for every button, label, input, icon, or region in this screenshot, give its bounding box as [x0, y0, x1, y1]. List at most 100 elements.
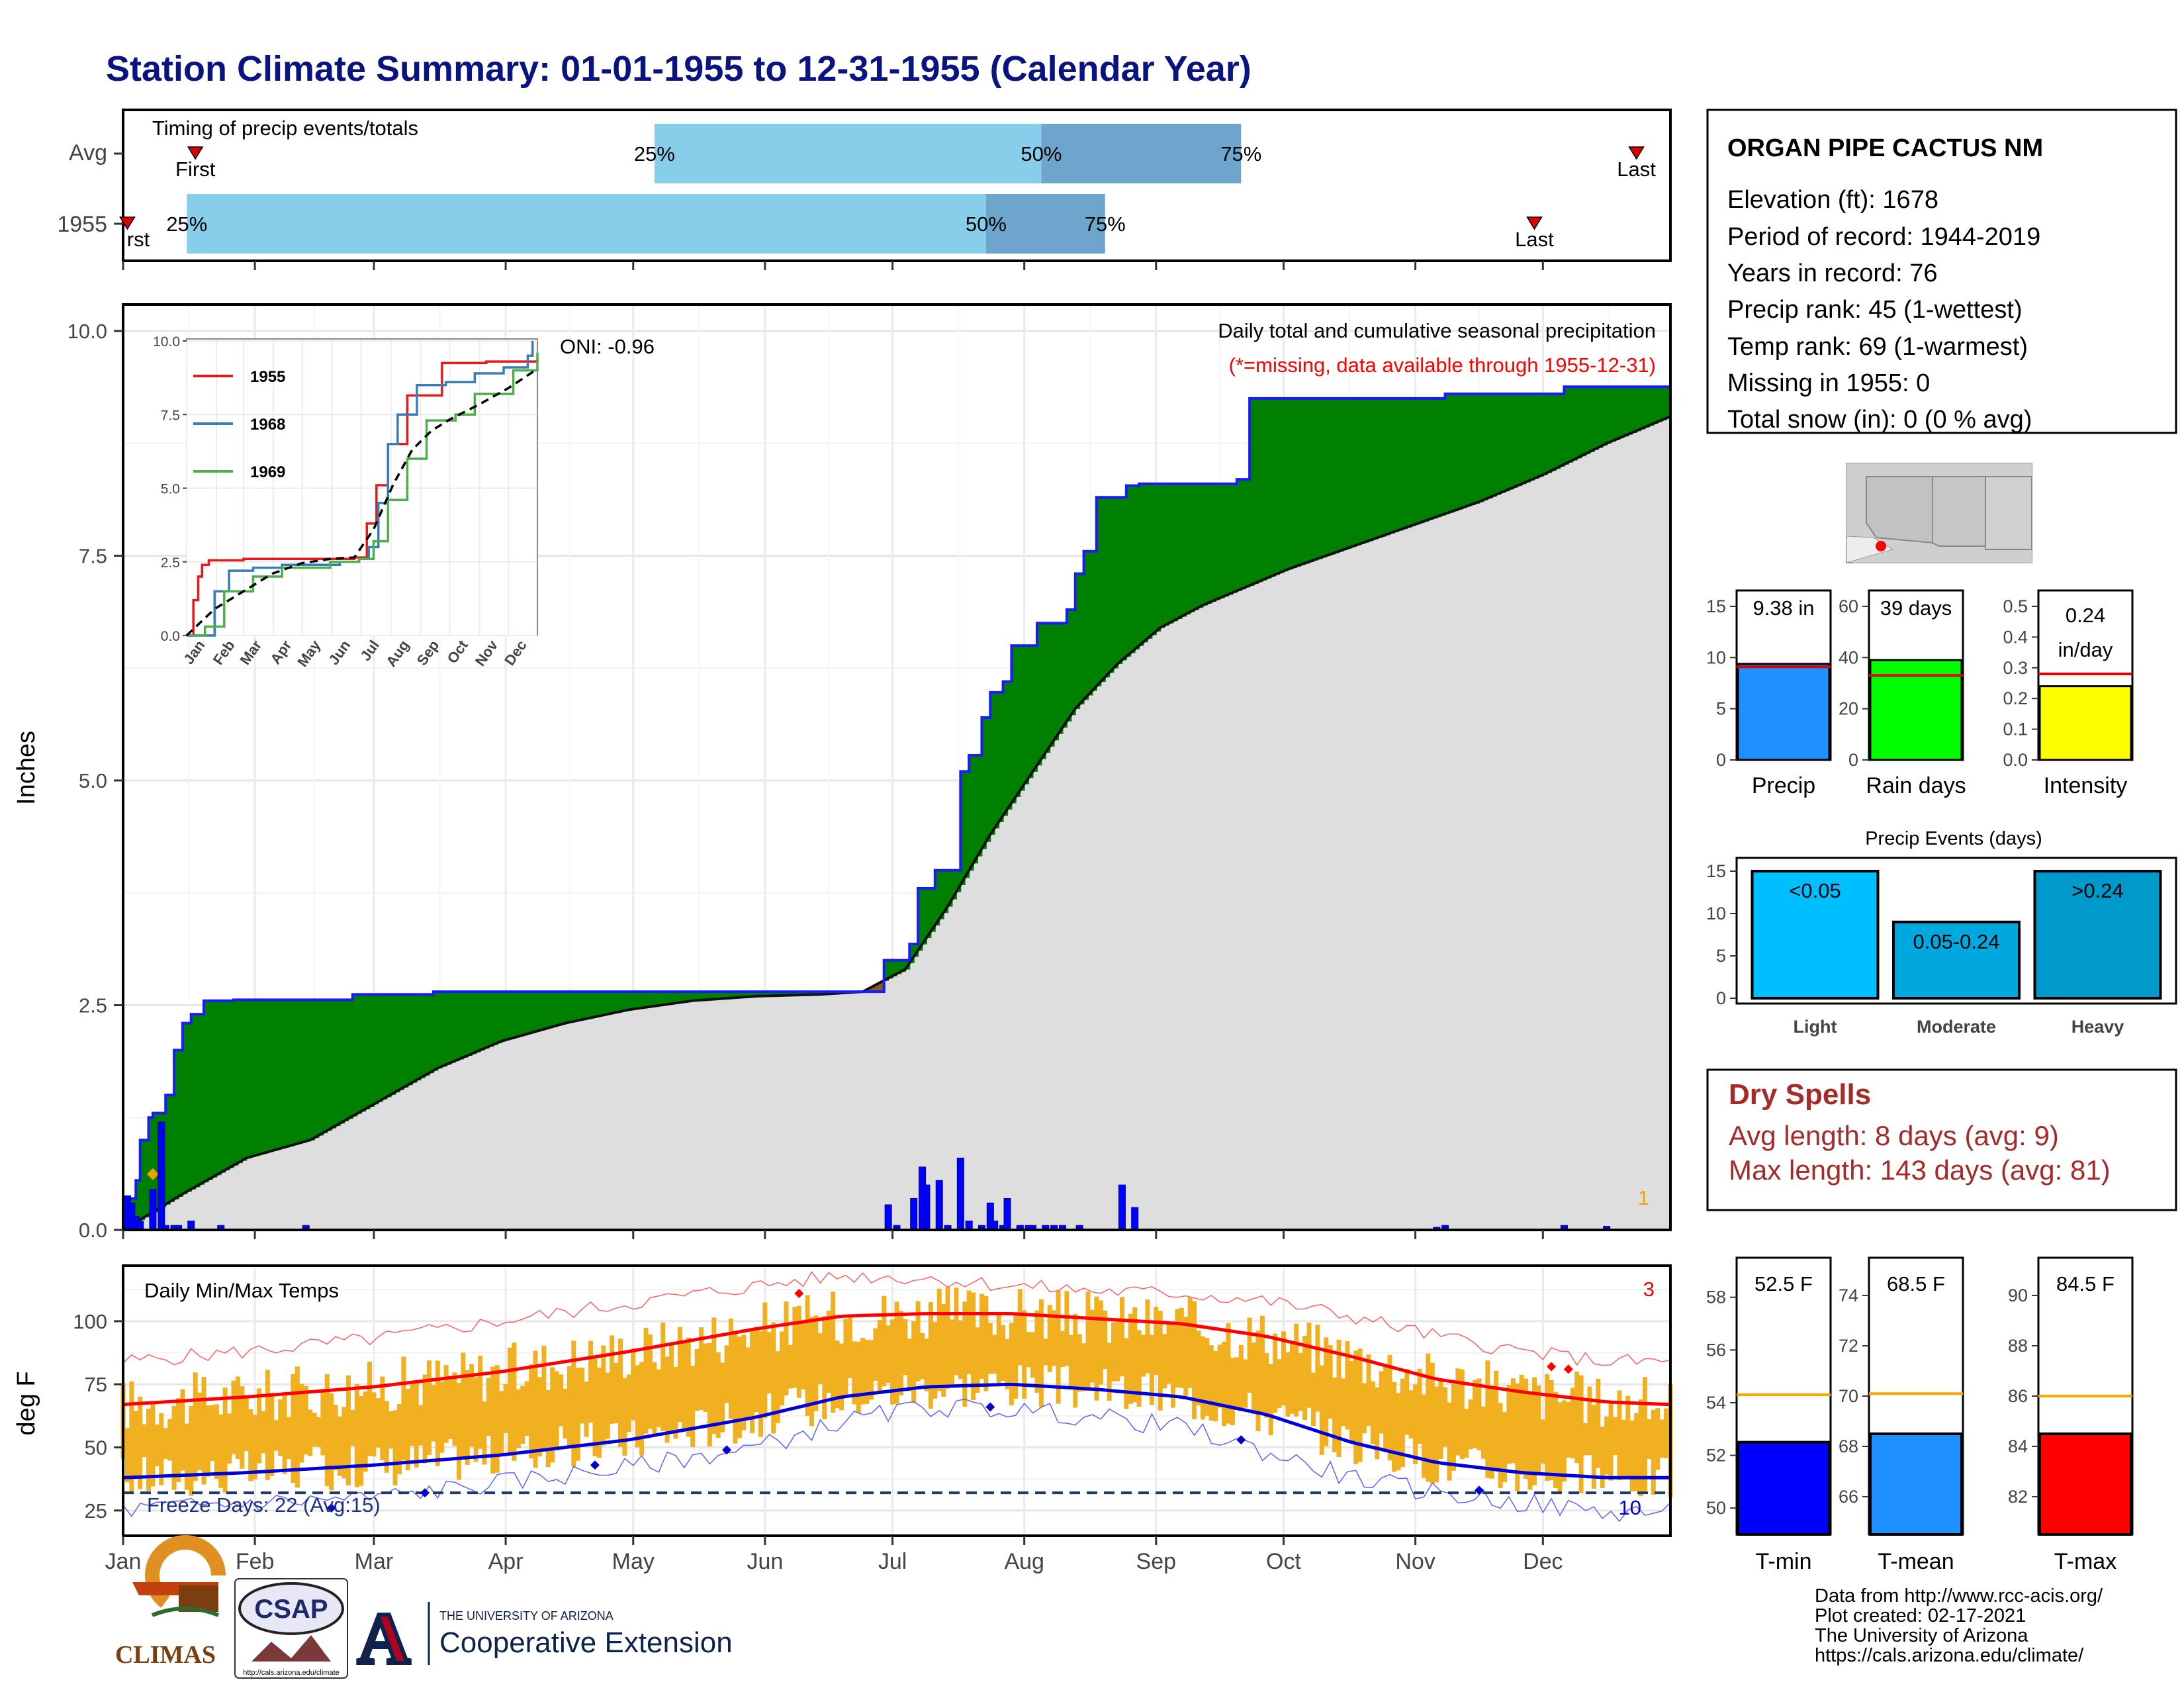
daily-temp-range-bar [1477, 1378, 1482, 1451]
daily-temp-range-bar [1396, 1393, 1401, 1471]
temp-y-axis: 25 50 75 100 [73, 1310, 123, 1523]
temp-ytick-label: 52 [1706, 1446, 1726, 1466]
precip-total-label: 9.38 in [1752, 596, 1814, 620]
ua-logo: A THE UNIVERSITY OF ARIZONA Cooperative … [355, 1596, 732, 1681]
timing-pct-50: 50% [1021, 142, 1062, 165]
record-high-marker [1547, 1362, 1557, 1372]
daily-precip-bar [910, 1197, 918, 1231]
daily-temp-range-bar [690, 1366, 696, 1447]
first-label: rst [127, 228, 150, 251]
month-label: Dec [1523, 1549, 1563, 1574]
record-min-line [122, 1398, 1671, 1523]
daily-temp-range-bar [1302, 1335, 1308, 1421]
daily-temp-range-bar [898, 1311, 903, 1395]
temp-ytick-label: 82 [2008, 1487, 2028, 1507]
daily-temp-range-bar [1345, 1341, 1350, 1430]
daily-temp-range-bar [231, 1380, 236, 1454]
summary-ytick-label: 15 [1706, 596, 1726, 616]
daily-temp-range-bar [1026, 1331, 1031, 1368]
daily-temp-range-bar [367, 1362, 373, 1456]
daily-temp-range-bar [1413, 1384, 1418, 1464]
timing-pct-75: 75% [1085, 212, 1126, 236]
daily-temp-range-bar [784, 1301, 789, 1395]
daily-temp-range-bar [1629, 1420, 1635, 1492]
temperature-summary-bars: 52.5 F T-min 50 52 54 56 58 68.5 F T-mean 66 68 70 7… [1706, 1256, 2134, 1574]
daily-temp-range-bar [1519, 1374, 1524, 1475]
month-label: Sep [1136, 1549, 1177, 1574]
daily-temp-range-bar [163, 1428, 168, 1459]
daily-temp-range-bar [1498, 1403, 1503, 1488]
daily-temp-range-bar [189, 1405, 194, 1496]
summary-panel-rain-days: Rain days 0 20 40 60 [1839, 589, 1966, 798]
daily-temp-range-bar [184, 1423, 189, 1490]
station-line: Precip rank: 45 (1-wettest) [1727, 296, 2023, 324]
timing-content: 25% 50% 75% First Last 25% 50% 75% rst Last [114, 124, 1656, 270]
daily-temp-range-bar [801, 1321, 806, 1390]
daily-temp-range-bar [720, 1362, 725, 1432]
timing-pct-25: 25% [634, 142, 675, 165]
daily-temp-range-bar [1259, 1315, 1265, 1415]
temp-ytick-label: 88 [2008, 1336, 2028, 1356]
daily-temp-range-bar [1149, 1335, 1154, 1405]
timing-pct-75: 75% [1220, 142, 1261, 165]
daily-temp-range-bar [962, 1301, 968, 1407]
daily-temp-range-bar [282, 1391, 287, 1474]
daily-temp-range-bar [291, 1374, 296, 1483]
daily-temp-range-bar [1421, 1394, 1426, 1478]
daily-temp-range-bar [1213, 1351, 1218, 1422]
daily-temp-range-bar [529, 1364, 534, 1459]
daily-precip-bar [1118, 1184, 1126, 1231]
daily-precip-bar [923, 1184, 931, 1231]
daily-temp-range-bar [1392, 1382, 1396, 1472]
daily-temp-range-bar [180, 1389, 185, 1471]
daily-temp-range-bar [541, 1346, 547, 1450]
daily-temp-range-bar [1179, 1307, 1184, 1388]
daily-temp-range-bar [252, 1415, 257, 1479]
station-line: Years in record: 76 [1727, 259, 1938, 287]
daily-temp-range-bar [647, 1334, 653, 1429]
station-line: Total snow (in): 0 (0 % avg) [1727, 406, 2032, 434]
main-ytick-label: 5.0 [79, 769, 107, 792]
daily-temp-range-bar [499, 1391, 504, 1456]
temp-summary-bar [2038, 1432, 2132, 1536]
events-ytick-label: 0 [1716, 988, 1726, 1008]
daily-temp-range-bar [508, 1347, 512, 1456]
daily-temp-range-bar [580, 1368, 585, 1424]
daily-temp-range-bar [456, 1382, 461, 1480]
daily-temp-range-bar [1438, 1378, 1443, 1459]
daily-temp-range-bar [1400, 1378, 1405, 1468]
daily-temp-range-bar [384, 1401, 389, 1473]
daily-temp-range-bar [1192, 1301, 1197, 1420]
daily-temp-range-bar [1085, 1291, 1091, 1389]
summary-ytick-label: 40 [1839, 647, 1858, 667]
daily-temp-range-bar [1570, 1387, 1575, 1459]
daily-temp-range-bar [1634, 1413, 1639, 1491]
temp-value-label: 52.5 F [1754, 1272, 1813, 1295]
daily-temp-range-bar [448, 1378, 453, 1439]
daily-temp-range-bar [138, 1396, 143, 1489]
daily-temp-range-bar [622, 1378, 627, 1456]
daily-temp-range-bar [1119, 1297, 1124, 1376]
daily-temp-range-bar [146, 1409, 152, 1491]
inset-ytick-label: 0.0 [161, 629, 180, 644]
daily-temp-range-bar [911, 1321, 917, 1403]
inset-ytick-label: 2.5 [161, 555, 180, 571]
daily-temp-range-bar [1315, 1325, 1320, 1412]
timing-bar-early [654, 124, 1042, 183]
daily-temp-range-bar [1247, 1317, 1252, 1393]
inset-legend-label: 1969 [250, 463, 285, 481]
temp-count-bottom: 10 [1619, 1496, 1641, 1519]
summary-ytick-label: 0.1 [2003, 720, 2028, 739]
daily-temp-range-bar [1494, 1370, 1499, 1469]
daily-temp-range-bar [375, 1398, 381, 1448]
daily-temp-range-bar [741, 1335, 747, 1430]
summary-ytick-label: 0 [1716, 750, 1726, 770]
daily-temp-range-bar [537, 1377, 542, 1457]
inset-legend-label: 1955 [250, 368, 285, 386]
daily-temp-range-bar [435, 1360, 440, 1466]
daily-temp-range-bar [796, 1305, 801, 1398]
daily-temp-range-bar [652, 1362, 657, 1434]
month-label: Aug [1004, 1549, 1044, 1574]
footer-line: https://cals.arizona.edu/climate/ [1815, 1645, 2084, 1666]
daily-temp-range-bar [758, 1331, 763, 1437]
